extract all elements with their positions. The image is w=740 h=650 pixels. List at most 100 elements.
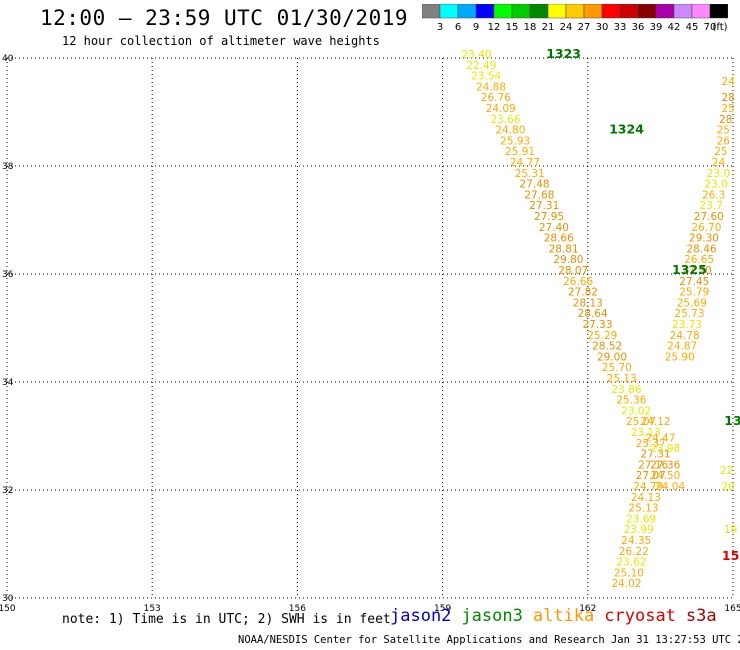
swh-value-label: 27.45 xyxy=(679,276,709,288)
colorbar-unit-label: (ft) xyxy=(712,22,727,33)
swh-value-label: 20 xyxy=(721,481,734,493)
swh-value-label: 23.54 xyxy=(471,71,501,83)
swh-value-label: 24.79 xyxy=(633,481,663,493)
swh-value-label: 24.02 xyxy=(611,578,641,590)
swh-value-label: 26.22 xyxy=(619,546,649,558)
swh-value-label: 28.66 xyxy=(544,233,574,245)
swh-value-label: 23.86 xyxy=(611,384,641,396)
swh-value-label: 25 xyxy=(717,125,730,137)
swh-value-label: 28.52 xyxy=(592,341,622,353)
swh-value-label: 25.93 xyxy=(500,135,530,147)
x-tick-label: 159 xyxy=(434,604,451,612)
swh-value-label: 25.13 xyxy=(628,503,658,515)
swh-value-label: 25.31 xyxy=(515,168,545,180)
x-tick-label: 153 xyxy=(144,604,161,612)
swh-value-label: 24.80 xyxy=(495,125,525,137)
swh-value-label: 24.09 xyxy=(486,103,516,115)
satellite-legend-item: s3a xyxy=(685,606,717,626)
swh-value-label: 24.04 xyxy=(655,481,685,493)
y-tick-label: 34 xyxy=(2,378,14,388)
colorbar-tick-label: 36 xyxy=(632,22,645,33)
swh-value-label: 25.10 xyxy=(614,567,644,579)
swh-value-label: 26.66 xyxy=(563,276,593,288)
colorbar-tick-label: 3 xyxy=(437,22,443,33)
swh-value-label: 26.3 xyxy=(702,189,725,201)
colorbar-tick-label: 15 xyxy=(506,22,519,33)
swh-value-label: 27.40 xyxy=(539,222,569,234)
swh-value-label: 23.02 xyxy=(621,405,651,417)
swh-value-label: 23.73 xyxy=(672,319,702,331)
swh-value-label: 27.20 xyxy=(682,265,712,277)
swh-value-label: 25.69 xyxy=(677,297,707,309)
chart-subtitle: 12 hour collection of altimeter wave hei… xyxy=(62,34,380,48)
swh-value-label: 24.47 xyxy=(645,432,675,444)
swh-value-label: 26.65 xyxy=(684,254,714,266)
swh-value-label: 23.69 xyxy=(626,513,656,525)
colorbar-tick-label: 39 xyxy=(650,22,663,33)
colorbar-tick-label: 42 xyxy=(668,22,681,33)
swh-value-label: 27.33 xyxy=(582,319,612,331)
swh-value-label: 25.37 xyxy=(636,438,666,450)
swh-value-label: 24.35 xyxy=(621,535,651,547)
colorbar-tick-label: 70 xyxy=(704,22,717,33)
swh-value-label: 29.80 xyxy=(553,254,583,266)
y-tick-label: 30 xyxy=(2,594,14,604)
pass-number-label: 15 xyxy=(722,548,739,563)
swh-value-label: 23.0 xyxy=(707,168,730,180)
swh-value-label: 26.70 xyxy=(691,222,721,234)
x-tick-label: 165 xyxy=(724,604,740,612)
swh-value-label: 22.49 xyxy=(466,60,496,72)
colorbar-tick-label: 27 xyxy=(578,22,591,33)
swh-value-label: 25 xyxy=(714,146,727,158)
colorbar-tick-label: 30 xyxy=(596,22,609,33)
swh-value-label: 24 xyxy=(712,157,726,169)
colorbar-tick-label: 12 xyxy=(488,22,501,33)
satellite-legend-item: jason2 xyxy=(390,606,452,626)
satellite-legend-item: altika xyxy=(532,606,595,626)
swh-value-label: 24.87 xyxy=(667,341,697,353)
swh-value-label: 25.07 xyxy=(626,416,656,428)
swh-value-label: 28.13 xyxy=(573,297,603,309)
footer-note: note: 1) Time is in UTC; 2) SWH is in fe… xyxy=(62,612,391,627)
colorbar-tick-label: 24 xyxy=(560,22,573,33)
swh-value-label: 25.70 xyxy=(602,362,632,374)
colorbar-legend: 3 6 9 12 15 18 21 24 27 30 33 36 39 42 45 70(ft) xyxy=(422,4,728,33)
colorbar-tick-label: 18 xyxy=(524,22,537,33)
swh-value-label: 23.62 xyxy=(616,557,646,569)
swh-value-label: 27.31 xyxy=(641,449,671,461)
swh-value-label: 28.81 xyxy=(549,243,579,255)
swh-value-label: 27.68 xyxy=(524,189,554,201)
swh-value-label: 25.36 xyxy=(616,395,646,407)
swh-value-label: 28.64 xyxy=(578,308,608,320)
swh-value-label: 25.73 xyxy=(674,308,704,320)
swh-value-label: 24.77 xyxy=(510,157,540,169)
swh-value-label: 27.36 xyxy=(650,459,680,471)
swh-value-label: 23.7 xyxy=(700,200,723,212)
swh-value-label: 27.31 xyxy=(529,200,559,212)
x-tick-label: 150 xyxy=(0,604,16,612)
colorbar-swatch xyxy=(709,4,728,19)
swh-value-label: 27.95 xyxy=(534,211,564,223)
swh-value-label: 25.91 xyxy=(505,146,535,158)
y-tick-label: 32 xyxy=(2,486,13,496)
colorbar-tick-label: 6 xyxy=(455,22,461,33)
swh-value-label: 24.13 xyxy=(631,492,661,504)
swh-value-label: 26 xyxy=(717,135,731,147)
swh-value-label: 23.99 xyxy=(624,524,654,536)
swh-value-label: 28.07 xyxy=(558,265,588,277)
swh-value-label: 27.60 xyxy=(694,211,724,223)
swh-value-label: 19 xyxy=(724,524,737,536)
swh-value-label: 28 xyxy=(719,114,732,126)
y-tick-label: 40 xyxy=(2,54,14,64)
swh-value-label: 27.16 xyxy=(638,459,668,471)
swh-value-label: 28.46 xyxy=(687,243,717,255)
swh-value-label: 23.13 xyxy=(631,427,661,439)
swh-value-label: 25.13 xyxy=(607,373,637,385)
swh-value-label: 25.29 xyxy=(587,330,617,342)
swh-value-label: 24.12 xyxy=(641,416,671,428)
wave-height-plot: 150 153 156 159 162 165 30 32 34 36 38 40 23.4022.49… xyxy=(0,46,740,612)
swh-value-label: 25 xyxy=(721,103,734,115)
satellite-legend-item: jason3 xyxy=(461,606,523,626)
swh-value-label: 24.50 xyxy=(650,470,680,482)
swh-value-label: 29.30 xyxy=(689,233,719,245)
